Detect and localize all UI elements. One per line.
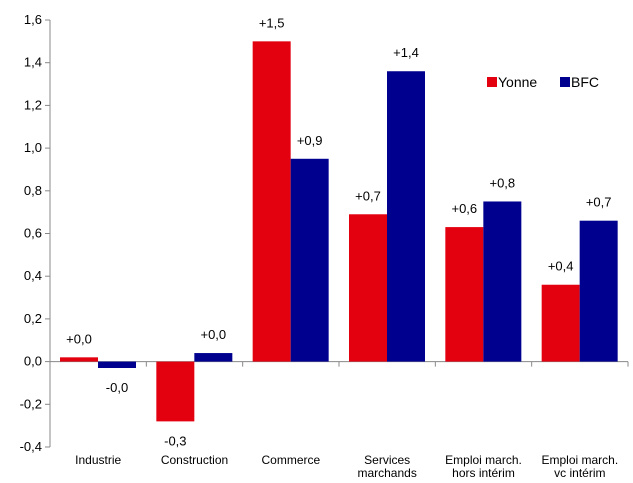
legend: Yonne BFC bbox=[487, 74, 599, 90]
y-tick-label: 0,6 bbox=[24, 226, 42, 241]
data-label-yonne-0: +0,0 bbox=[66, 331, 92, 346]
bars bbox=[60, 41, 618, 422]
data-label-bfc-0: -0,0 bbox=[106, 380, 128, 395]
data-label-yonne-1: -0,3 bbox=[164, 433, 186, 448]
y-tick-label: 1,2 bbox=[24, 97, 42, 112]
legend-label-bfc: BFC bbox=[571, 74, 599, 90]
legend-swatch-yonne bbox=[487, 77, 497, 87]
data-label-yonne-2: +1,5 bbox=[259, 15, 285, 30]
data-label-yonne-5: +0,4 bbox=[548, 259, 574, 274]
category-label: Emploi march. bbox=[541, 453, 618, 467]
y-tick-label: 0,4 bbox=[24, 268, 42, 283]
data-label-yonne-3: +0,7 bbox=[355, 188, 381, 203]
y-tick-label: 0,2 bbox=[24, 311, 42, 326]
legend-swatch-bfc bbox=[560, 77, 570, 87]
y-tick-label: 1,0 bbox=[24, 140, 42, 155]
category-label: vc intérim bbox=[554, 466, 605, 480]
y-tick-label: -0,4 bbox=[20, 439, 42, 454]
data-label-bfc-2: +0,9 bbox=[297, 133, 323, 148]
axes: -0,4 -0,2 0,0 0,2 0,4 0,6 0,8 1,0 1,2 1,4 1,6 bbox=[20, 12, 629, 454]
y-tick-label: 0,0 bbox=[24, 354, 42, 369]
legend-label-yonne: Yonne bbox=[498, 74, 537, 90]
data-label-bfc-5: +0,7 bbox=[586, 195, 612, 210]
bar-yonne-0 bbox=[60, 357, 98, 362]
y-tick-label: 1,6 bbox=[24, 12, 42, 27]
data-label-bfc-1: +0,0 bbox=[200, 327, 226, 342]
y-tick-label: -0,2 bbox=[20, 396, 42, 411]
category-label: Construction bbox=[161, 453, 228, 467]
category-label: Industrie bbox=[75, 453, 121, 467]
bar-yonne-5 bbox=[541, 284, 580, 362]
data-label-yonne-4: +0,6 bbox=[451, 201, 477, 216]
y-tick-label: 0,8 bbox=[24, 183, 42, 198]
bar-bfc-3 bbox=[387, 71, 425, 362]
data-label-bfc-3: +1,4 bbox=[393, 45, 419, 60]
category-label: Services bbox=[364, 453, 410, 467]
bar-yonne-4 bbox=[445, 227, 484, 362]
category-labels: Industrie Construction Commerce Servicesmar… bbox=[75, 453, 618, 480]
bar-yonne-3 bbox=[349, 214, 387, 362]
category-label: marchands bbox=[357, 466, 416, 480]
data-labels: +0,0 -0,3 +1,5 +0,7 +0,6 +0,4 -0,0 +0,0 +0,9 +1,4… bbox=[66, 15, 611, 448]
category-label: hors intérim bbox=[452, 466, 515, 480]
data-label-bfc-4: +0,8 bbox=[489, 175, 515, 190]
category-label: Emploi march. bbox=[445, 453, 522, 467]
bar-bfc-0 bbox=[98, 361, 136, 369]
bar-bfc-5 bbox=[579, 220, 618, 362]
category-label: Commerce bbox=[261, 453, 320, 467]
bar-bfc-1 bbox=[194, 353, 233, 362]
bar-yonne-2 bbox=[252, 41, 291, 362]
bar-bfc-4 bbox=[483, 201, 522, 362]
bar-bfc-2 bbox=[290, 158, 329, 362]
y-tick-label: 1,4 bbox=[24, 55, 42, 70]
bar-yonne-1 bbox=[156, 361, 195, 422]
